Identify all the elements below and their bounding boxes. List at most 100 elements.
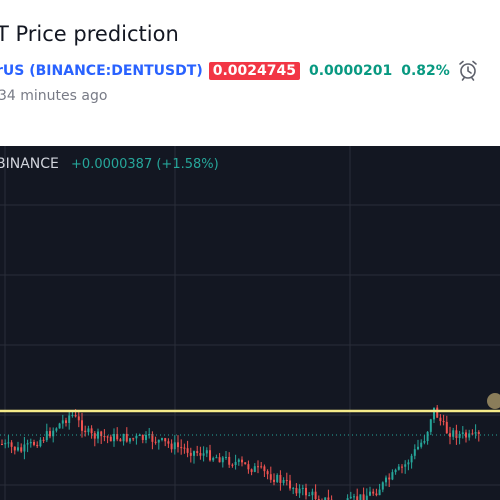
candle-body (189, 452, 192, 456)
candle-body (55, 428, 58, 431)
candle-body (391, 472, 394, 480)
candle-body (29, 442, 32, 444)
candle-body (141, 434, 144, 440)
candle-body (1, 444, 3, 445)
candle-body (269, 474, 272, 480)
candle-body (49, 431, 51, 437)
candle-body (436, 407, 439, 418)
symbol-suffix: ) (196, 63, 203, 79)
candle-body (417, 446, 419, 450)
candle-body (311, 491, 314, 496)
candle-body (183, 447, 186, 449)
candle-body (442, 421, 445, 423)
candle-body (87, 428, 90, 433)
drawing-handle[interactable] (487, 393, 500, 409)
price-badge: 0.0024745 (208, 62, 300, 80)
candle-body (61, 420, 64, 424)
candle-body (375, 493, 378, 496)
candle-body (36, 444, 39, 447)
candle-body (13, 446, 16, 451)
candle-body (221, 457, 224, 463)
candle-body (234, 461, 237, 466)
candle-body (113, 434, 115, 442)
candle-body (250, 469, 253, 472)
candle-body (353, 496, 355, 498)
candle-body (359, 494, 362, 500)
candle-body (279, 474, 282, 483)
candle-body (132, 438, 135, 440)
candle-body (215, 457, 218, 459)
candle-body (324, 497, 327, 500)
candle-body (39, 439, 42, 447)
candle-body (449, 433, 451, 437)
candle-body (116, 434, 119, 440)
candle-body (276, 474, 279, 482)
candle-body (225, 456, 227, 458)
candle-body (282, 480, 285, 483)
candle-body (257, 466, 259, 468)
alarm-clock-icon[interactable] (456, 58, 480, 82)
symbol-link[interactable]: BINANCE:DENTUSDT (35, 63, 197, 79)
candle-body (241, 459, 243, 463)
candle-body (74, 415, 77, 417)
price-change-percent: 0.82% (401, 63, 450, 79)
candle-body (4, 442, 7, 445)
candle-body (68, 415, 71, 423)
candle-body (173, 442, 176, 450)
candle-body (372, 491, 375, 494)
candle-body (289, 480, 291, 489)
candle-body (407, 462, 410, 465)
candle-body (426, 431, 429, 442)
candle-body (93, 433, 96, 439)
candle-body (228, 456, 231, 465)
candle-body (285, 480, 288, 482)
candle-body (346, 498, 349, 500)
candle-body (7, 442, 10, 444)
candle-body (397, 466, 400, 470)
candle-body (33, 442, 35, 445)
candle-body (292, 487, 295, 489)
candle-body (148, 434, 151, 436)
candle-body (385, 477, 387, 483)
candle-body (161, 438, 163, 440)
candle-body (465, 432, 467, 438)
candle-body (381, 482, 384, 490)
candle-body (455, 430, 458, 438)
candle-body (244, 462, 247, 465)
candle-body (100, 431, 103, 437)
candle-body (445, 421, 448, 434)
candle-body (135, 435, 138, 439)
symbol-prefix: rUS ( (0, 63, 36, 79)
candle-body (231, 464, 234, 466)
price-change: 0.0000201 (308, 63, 393, 79)
candle-body (273, 479, 275, 482)
candle-body (401, 466, 403, 468)
candle-body (365, 495, 368, 500)
chart-legend: BINANCE +0.0000387 (+1.58%) (0, 156, 219, 172)
candle-body (461, 432, 464, 434)
candle-body (199, 452, 202, 456)
candle-body (90, 428, 93, 434)
candle-body (10, 442, 13, 447)
candle-body (202, 453, 205, 456)
candle-body (314, 491, 317, 500)
candle-body (164, 438, 167, 442)
candle-body (157, 439, 160, 443)
candle-body (378, 489, 381, 496)
candle-body (196, 451, 199, 453)
candle-body (52, 430, 55, 437)
candle-body (167, 441, 170, 444)
candle-body (20, 447, 23, 452)
candle-body (394, 469, 397, 473)
candle-body (439, 417, 442, 422)
candle-body (77, 416, 80, 421)
candle-body (471, 433, 474, 435)
publish-time: 34 minutes ago (0, 88, 108, 104)
symbol-line: rUS (BINANCE:DENTUSDT) 0.0024745 0.00002… (0, 59, 500, 83)
candle-body (404, 464, 407, 467)
candle-body (129, 438, 131, 442)
candle-body (388, 477, 391, 480)
candle-body (410, 455, 413, 463)
candlestick-chart (0, 146, 500, 500)
price-chart[interactable]: BINANCE +0.0000387 (+1.58%) (0, 146, 500, 500)
